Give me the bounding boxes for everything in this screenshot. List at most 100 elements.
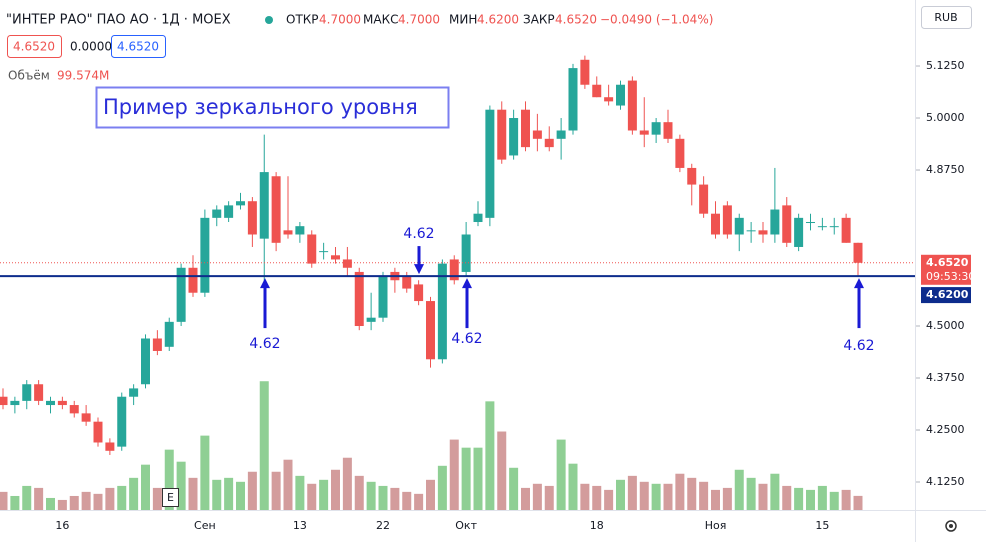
volume-bar: [10, 495, 20, 510]
volume-bar: [426, 479, 435, 510]
x-tick-label: Окт: [455, 519, 477, 532]
settings-icon[interactable]: [945, 520, 957, 532]
annotation-box: [95, 86, 450, 129]
candle-body: [224, 205, 234, 218]
x-tick-label: Сен: [194, 519, 216, 532]
volume-value: 99.574M: [57, 69, 109, 83]
arrow: [854, 278, 864, 329]
candle-body: [93, 421, 103, 443]
ohlc-label: ЗАКР: [523, 13, 555, 27]
volume-bar: [295, 475, 305, 510]
title: "ИНТЕР РАО" ПАО АО · 1Д · MOEX: [6, 13, 231, 28]
volume-bar: [93, 493, 103, 510]
candle-body: [176, 267, 186, 322]
level-box: [921, 287, 971, 304]
ohlc-label: ОТКР: [286, 13, 319, 27]
last-time-label: 09:53:30: [926, 270, 975, 283]
candle-body: [568, 68, 578, 131]
candle-body: [34, 384, 44, 401]
ohlc-value: 4.7000: [319, 13, 361, 27]
candle-body: [651, 122, 661, 135]
arrow-label: 4.62: [843, 338, 874, 354]
box-text: 4.6520: [117, 40, 159, 54]
candle-body: [711, 213, 720, 235]
candle-body: [675, 138, 685, 168]
volume-bar: [57, 499, 67, 510]
candle-body: [164, 321, 174, 347]
candle-body: [663, 122, 673, 139]
candle-body: [485, 109, 495, 218]
volume-bar: [521, 487, 530, 510]
arrow-head: [854, 278, 864, 289]
candle-body: [449, 259, 459, 281]
candle-body: [46, 400, 55, 406]
volume-bar: [200, 435, 210, 510]
volume-bar: [354, 475, 364, 510]
volume-bar: [580, 483, 590, 510]
y-tick-label: 5.1250: [926, 59, 965, 72]
candle-body: [758, 230, 768, 235]
candle-body: [521, 109, 530, 148]
candle-body: [247, 201, 257, 235]
candle-body: [129, 388, 139, 397]
candle-body: [580, 59, 590, 85]
y-tick-label: 5.0000: [926, 111, 965, 124]
volume-bar: [627, 475, 637, 510]
volume-bar: [271, 471, 281, 510]
event-badge[interactable]: [162, 488, 179, 507]
volume-bar: [853, 495, 863, 510]
candle-body: [794, 217, 804, 247]
last-price-label: 4.6520: [926, 256, 969, 269]
candle-body: [152, 338, 162, 351]
volume-bar: [449, 439, 459, 510]
currency[interactable]: RUB: [934, 11, 957, 24]
arrow-head: [462, 278, 472, 289]
candle-body: [414, 284, 424, 302]
candle-body: [746, 230, 756, 232]
volume-bar: [604, 489, 614, 510]
candle-body: [687, 167, 697, 185]
volume-bar: [437, 465, 447, 510]
arrow: [260, 278, 270, 329]
volume-bar: [758, 483, 768, 510]
candle-body: [853, 242, 863, 263]
volume-bar: [509, 467, 519, 510]
candle-body: [544, 138, 554, 148]
candle-body: [57, 400, 67, 406]
candle-body: [699, 184, 709, 214]
x-tick-label: 15: [815, 519, 829, 532]
arrow: [414, 246, 424, 275]
candle-body: [806, 222, 815, 224]
candle-body: [81, 413, 91, 422]
candle-body: [105, 442, 115, 451]
volume-bar: [841, 489, 851, 510]
y-tick-label: 4.5000: [926, 319, 965, 332]
volume-bar: [592, 485, 602, 510]
volume-bar: [283, 459, 293, 510]
arrow-label: 4.62: [451, 331, 482, 347]
candle-body: [342, 259, 352, 268]
ohlc-value: 4.6520: [555, 13, 597, 27]
volume-bar: [817, 485, 827, 510]
arrow-head: [414, 264, 424, 275]
volume-bar: [806, 489, 815, 510]
x-tick-label: 18: [590, 519, 604, 532]
volume-bar: [259, 381, 269, 510]
overlay-layer: 4.62 4.62 4.62 4.62: [0, 226, 915, 354]
volume-bar: [556, 439, 566, 510]
candle-body: [770, 209, 780, 235]
last-price-box: [921, 254, 971, 285]
candle-body: [532, 130, 542, 139]
candle-body: [627, 80, 637, 131]
candle-body: [616, 84, 625, 106]
arrow-label: 4.62: [403, 226, 434, 242]
candle-body: [782, 205, 792, 243]
volume-bar: [129, 477, 139, 510]
candle-body: [604, 97, 614, 102]
change: −0.0490 (−1.04%): [600, 13, 713, 27]
candle-body: [426, 301, 435, 360]
ohlc-label: МИН: [449, 13, 477, 27]
y-tick-label: 4.3750: [926, 371, 965, 384]
currency-button[interactable]: [921, 6, 972, 29]
event-badge-text[interactable]: E: [167, 491, 174, 504]
